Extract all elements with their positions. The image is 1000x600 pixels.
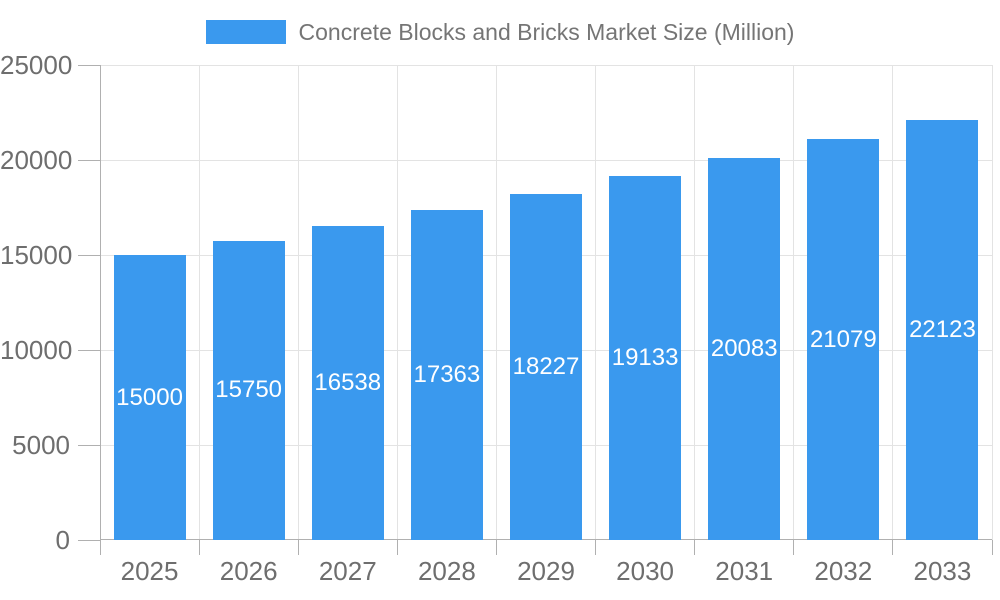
bar: 19133 (609, 176, 682, 540)
gridline-vertical (694, 65, 696, 540)
y-tick-label: 20000 (0, 145, 73, 175)
bar-value-label: 17363 (413, 361, 481, 389)
bar-value-label: 15000 (116, 383, 183, 411)
gridline-vertical (892, 65, 894, 540)
bar-value-label: 16538 (314, 368, 382, 396)
y-axis-tick (78, 159, 100, 161)
legend-label: Concrete Blocks and Bricks Market Size (… (298, 18, 795, 45)
y-axis-line (100, 65, 101, 540)
y-axis-tick (78, 64, 100, 66)
x-tick-label: 2026 (219, 556, 278, 586)
x-tick-label: 2025 (120, 556, 179, 586)
x-axis-tick (694, 540, 696, 555)
gridline-vertical (595, 65, 597, 540)
x-tick-label: 2027 (318, 556, 377, 586)
bar-value-label: 21079 (809, 325, 877, 353)
gridline-vertical (495, 65, 497, 540)
bar: 21079 (807, 139, 880, 540)
bar: 15750 (212, 240, 285, 540)
x-tick-label: 2033 (913, 556, 972, 586)
bar: 20083 (708, 158, 781, 540)
gridline-vertical (793, 65, 795, 540)
bar-value-label: 20083 (710, 335, 778, 363)
y-tick-label: 0 (55, 525, 70, 555)
x-axis-tick (991, 540, 993, 555)
bar: 17363 (410, 210, 483, 540)
bar: 22123 (906, 119, 979, 540)
bar: 15000 (113, 255, 186, 540)
x-axis-tick (396, 540, 398, 555)
bar-value-label: 19133 (611, 344, 679, 372)
x-tick-label: 2029 (517, 556, 575, 586)
y-axis-tick (78, 539, 100, 541)
y-axis-tick (78, 349, 100, 351)
plot-area: 15000 2025 15750 2026 16538 2027 17363 2028 1822… (78, 64, 993, 586)
gridline-vertical (396, 65, 398, 540)
x-axis-tick (495, 540, 497, 555)
y-axis-tick (78, 254, 100, 256)
bar-value-label: 22123 (909, 315, 976, 343)
x-axis-tick (595, 540, 597, 555)
y-tick-label: 10000 (0, 335, 73, 365)
y-axis-labels: 0 5000 10000 15000 20000 25000 (0, 50, 73, 555)
x-tick-label: 2032 (814, 556, 873, 586)
gridline-vertical (198, 65, 200, 540)
y-tick-label: 25000 (0, 50, 73, 80)
x-tick-label: 2031 (715, 556, 774, 586)
gridline-vertical (991, 65, 993, 540)
bar-value-label: 18227 (512, 352, 580, 380)
gridline-horizontal (100, 64, 992, 66)
x-axis-tick (793, 540, 795, 555)
gridline-vertical (297, 65, 299, 540)
y-tick-label: 5000 (12, 430, 70, 460)
y-tick-label: 15000 (0, 240, 73, 270)
x-axis-tick (99, 540, 101, 555)
x-axis-tick (198, 540, 200, 555)
bar-value-label: 15750 (215, 376, 283, 404)
x-axis-tick (297, 540, 299, 555)
legend: Concrete Blocks and Bricks Market Size (… (0, 16, 1000, 48)
bar: 16538 (311, 225, 384, 540)
gridline-horizontal (100, 159, 992, 161)
legend-swatch (205, 20, 286, 44)
bar: 18227 (510, 193, 582, 540)
x-tick-label: 2030 (616, 556, 675, 586)
x-axis-tick (892, 540, 894, 555)
y-axis-tick (78, 444, 100, 446)
x-tick-label: 2028 (417, 556, 476, 586)
